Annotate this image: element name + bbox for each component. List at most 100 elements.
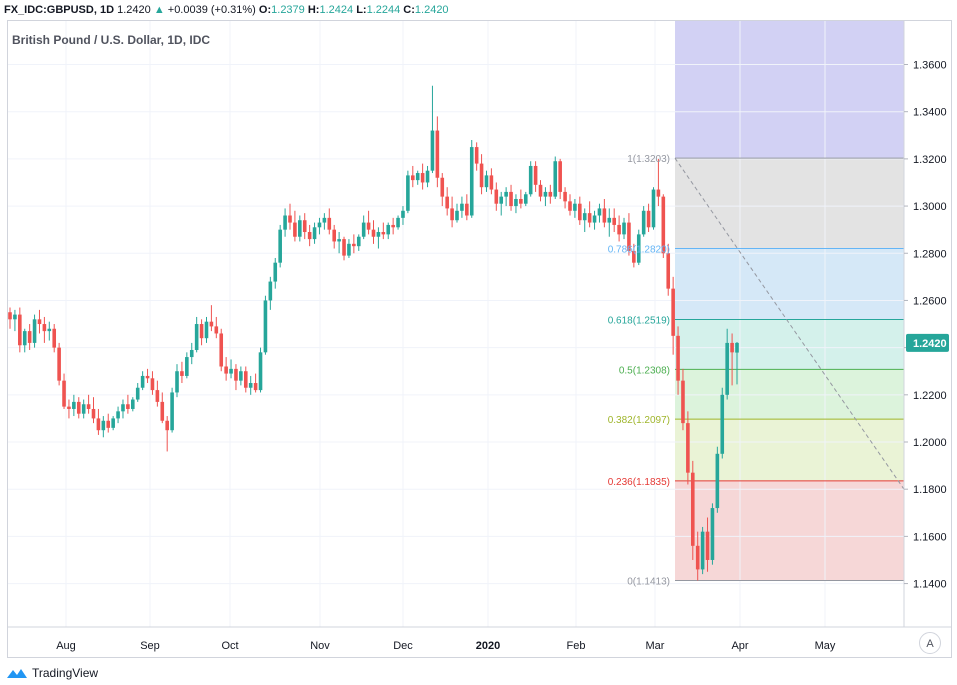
candle-body [622,222,626,235]
candle-body [636,234,641,263]
candle-down [450,196,454,228]
x-tick-label: Oct [221,640,238,652]
candle-up [469,140,474,218]
candle-down [199,319,204,346]
candle-down [96,408,101,435]
fib-level-label: 0(1.1413) [627,577,670,588]
candle-down [327,208,332,235]
candle-body [81,404,86,414]
chart-frame[interactable] [7,20,952,658]
candle-body [298,220,302,237]
candle-body [361,222,366,237]
candle-up [582,208,587,233]
candle-down [548,184,553,204]
candle-body [499,196,504,204]
high-value: 1.2424 [319,4,354,16]
candle-up [32,314,37,348]
candle-body [145,375,150,379]
candle-body [435,130,440,178]
candle-down [538,180,543,202]
y-tick-label: 1.1400 [913,579,947,591]
candle-body [199,324,204,339]
auto-scale-button[interactable]: A [919,632,941,654]
candle-up [553,156,558,199]
candle-body [67,406,71,409]
y-tick-label: 1.3200 [913,154,947,166]
chart-title: British Pound / U.S. Dollar, 1D, IDC [12,33,211,47]
candle-body [307,232,312,240]
candle-down [288,203,292,230]
candle-down [445,187,449,216]
candle-body [131,399,135,409]
candle-up [415,170,420,185]
candle-down [332,224,337,249]
candle-body [666,253,671,289]
candle-body [293,222,297,237]
x-tick-label: Feb [567,640,586,652]
candle-body [204,321,209,339]
candle-up [239,366,243,386]
candle-body [224,366,228,374]
candle-up [641,206,646,237]
candle-body [558,161,562,192]
candle-up [111,416,115,431]
candle-up [504,187,508,207]
candle-body [239,371,243,381]
candle-up [499,191,504,216]
candle-down [214,316,219,339]
candle-body [366,222,371,230]
candle-body [396,217,400,228]
fib-zone [675,369,904,420]
candle-body [573,203,577,211]
candle-body [52,328,57,348]
candle-down [106,413,111,433]
candle-up [22,328,27,353]
fib-zone [675,419,904,481]
current-price-badge [906,333,949,352]
candle-body [140,375,145,388]
candle-up [700,526,705,575]
candle-body [243,371,248,388]
candle-body [592,215,597,223]
candle-up [386,222,391,240]
candle-body [86,404,91,409]
candle-up [523,191,528,207]
candle-down [67,399,71,419]
candle-up [268,276,273,310]
y-tick-label: 1.2200 [913,390,947,402]
candle-up [710,503,715,565]
x-tick-label: 2020 [476,640,500,652]
candle-up [347,239,351,258]
up-arrow-icon: ▲ [153,4,165,16]
candle-down [76,397,81,419]
brand-name[interactable]: TradingView [32,666,99,680]
candle-up [543,187,548,207]
candle-up [194,316,199,353]
candle-body [194,324,199,350]
candle-body [406,175,410,211]
candle-down [612,208,616,233]
candle-down [410,165,415,188]
candle-up [273,257,278,289]
candle-up [573,198,577,218]
candle-down [8,307,12,329]
candle-body [489,175,494,190]
candle-down [209,305,214,332]
candle-body [705,531,710,560]
candle-up [185,352,189,379]
candle-up [189,342,194,365]
candle-down [86,394,91,414]
candle-body [13,314,17,320]
candle-down [627,213,631,256]
candle-body [342,239,346,256]
candle-up [514,194,518,214]
candle-body [720,394,725,454]
candle-body [381,232,386,235]
candle-down [371,220,376,244]
candle-body [504,191,508,197]
candle-body [288,215,292,223]
candle-body [700,531,705,570]
candle-body [332,229,337,242]
candle-body [268,281,273,301]
